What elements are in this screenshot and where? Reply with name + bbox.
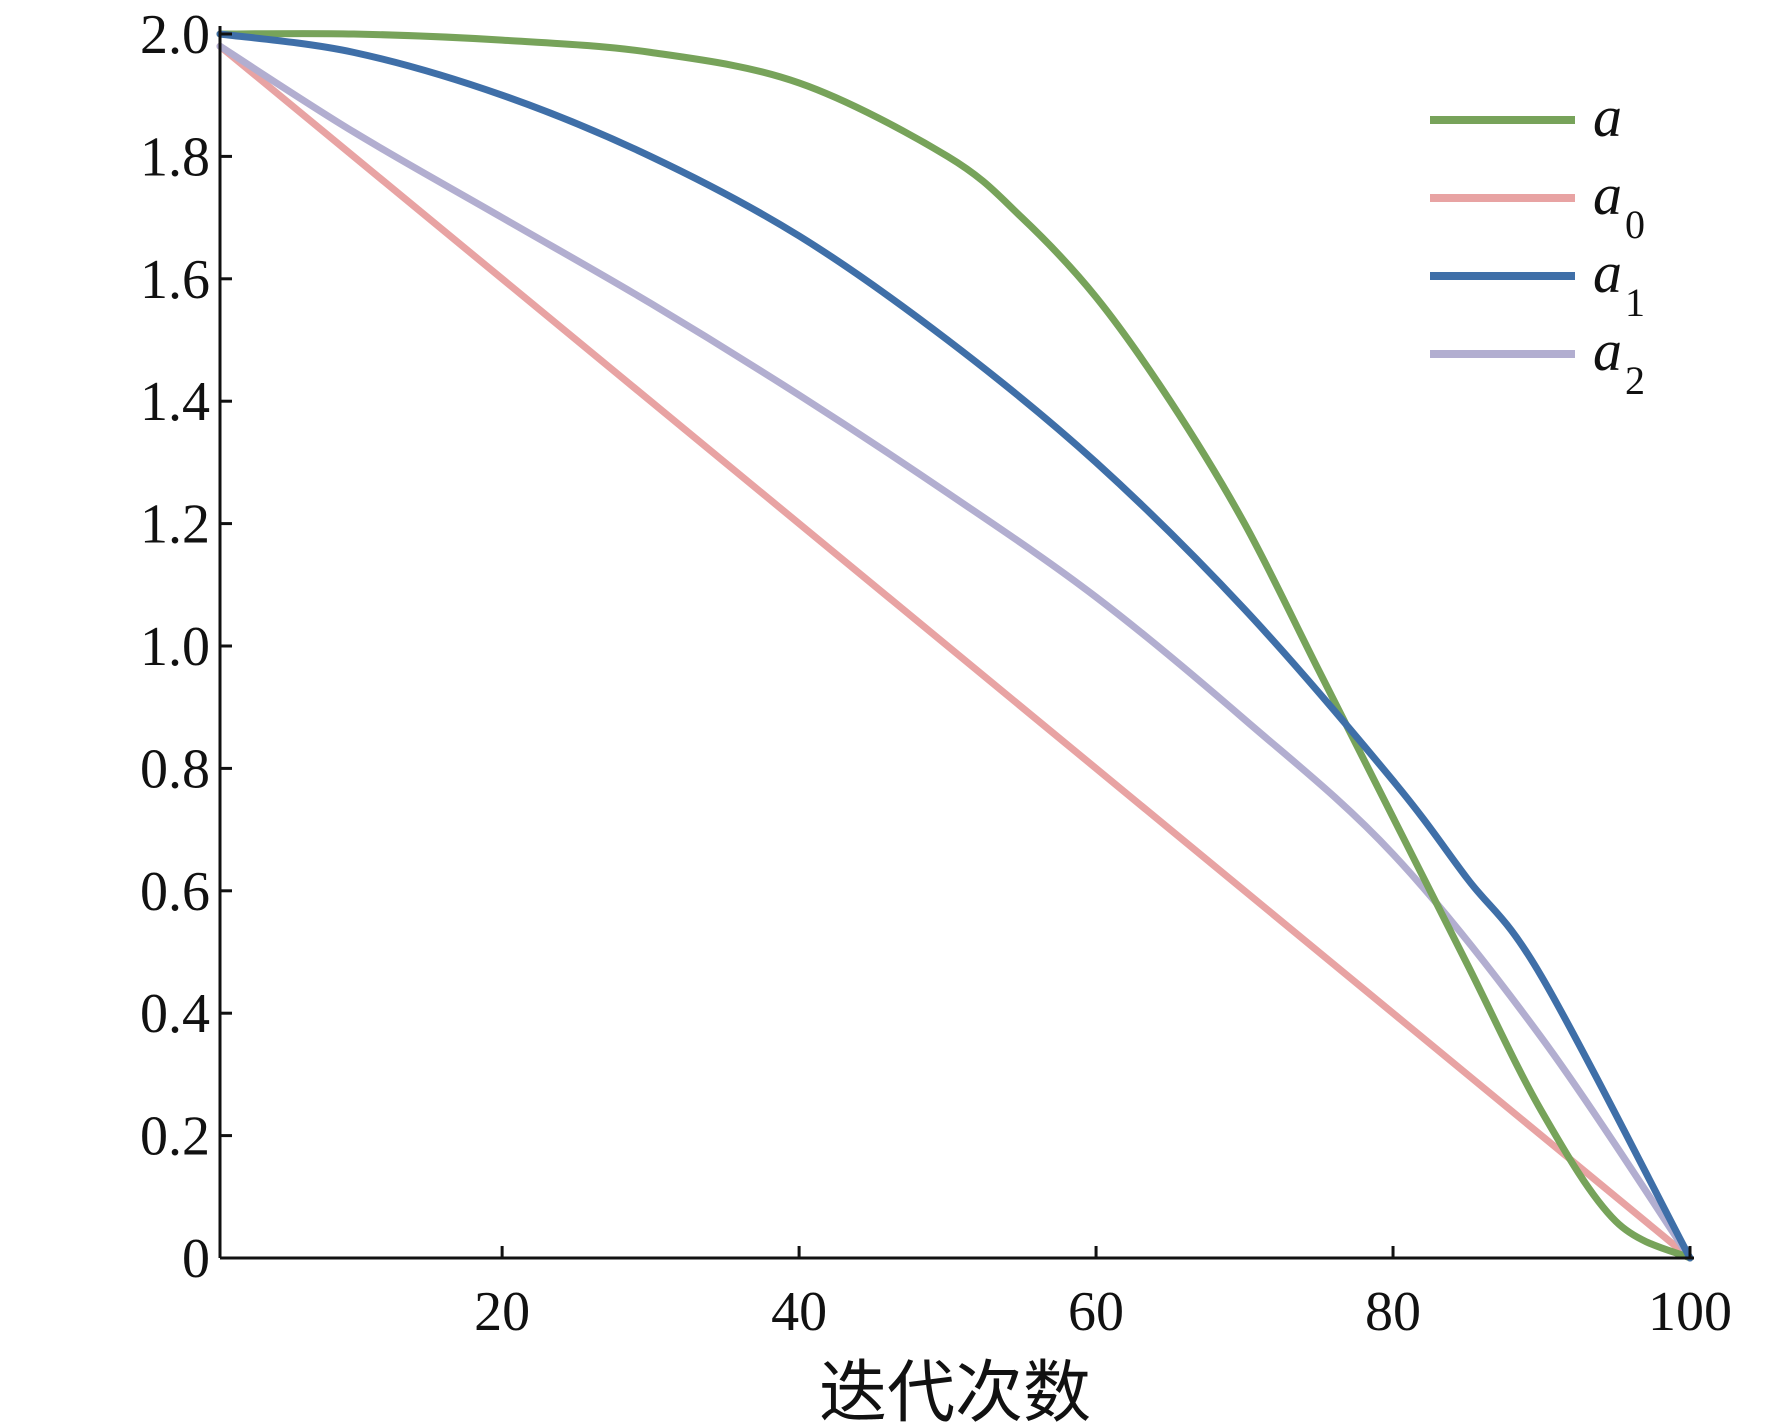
y-tick-label: 1.0 (140, 616, 210, 678)
x-tick-label: 20 (474, 1281, 530, 1343)
legend-label: a (1593, 318, 1622, 383)
x-tick-label: 80 (1365, 1281, 1421, 1343)
x-tick-label: 40 (771, 1281, 827, 1343)
y-tick-label: 1.6 (140, 249, 210, 311)
x-tick-label: 60 (1068, 1281, 1124, 1343)
series-line-a2 (216, 42, 1694, 1262)
x-axis-ticks: 20 40 60 80 100 (474, 1246, 1732, 1343)
y-tick-label: 2.0 (140, 4, 210, 66)
y-tick-label: 0.4 (140, 983, 210, 1045)
x-axis-title: 迭代次数 (819, 1354, 1091, 1427)
y-tick-label: 1.2 (140, 494, 210, 556)
series-line-a1 (216, 30, 1694, 1262)
legend: aa 0a 1a 2 (1430, 84, 1645, 403)
y-axis-ticks: 0 0.2 0.4 0.6 0.8 1.0 1.2 1.4 1.6 1.8 2.0 (140, 4, 232, 1290)
y-tick-label: 0 (182, 1228, 210, 1290)
legend-label-subscript: 1 (1625, 280, 1645, 325)
legend-label: a (1593, 84, 1622, 149)
series-line-a (216, 30, 1694, 1262)
legend-label-subscript: 0 (1625, 202, 1645, 247)
y-tick-label: 1.8 (140, 126, 210, 188)
legend-label-subscript: 2 (1625, 358, 1645, 403)
x-tick-label: 100 (1648, 1281, 1732, 1343)
y-tick-label: 0.2 (140, 1106, 210, 1168)
y-tick-label: 1.4 (140, 371, 210, 433)
series-line-a0 (216, 42, 1694, 1262)
series-layer (216, 30, 1694, 1262)
plot-area: 00.20.40.60.81.01.21.41.61.82.0 20 40 60 80… (140, 4, 1732, 1343)
legend-label: a (1593, 162, 1622, 227)
y-tick-label: 0.6 (140, 861, 210, 923)
legend-label: a (1593, 240, 1622, 305)
y-tick-label: 0.8 (140, 738, 210, 800)
